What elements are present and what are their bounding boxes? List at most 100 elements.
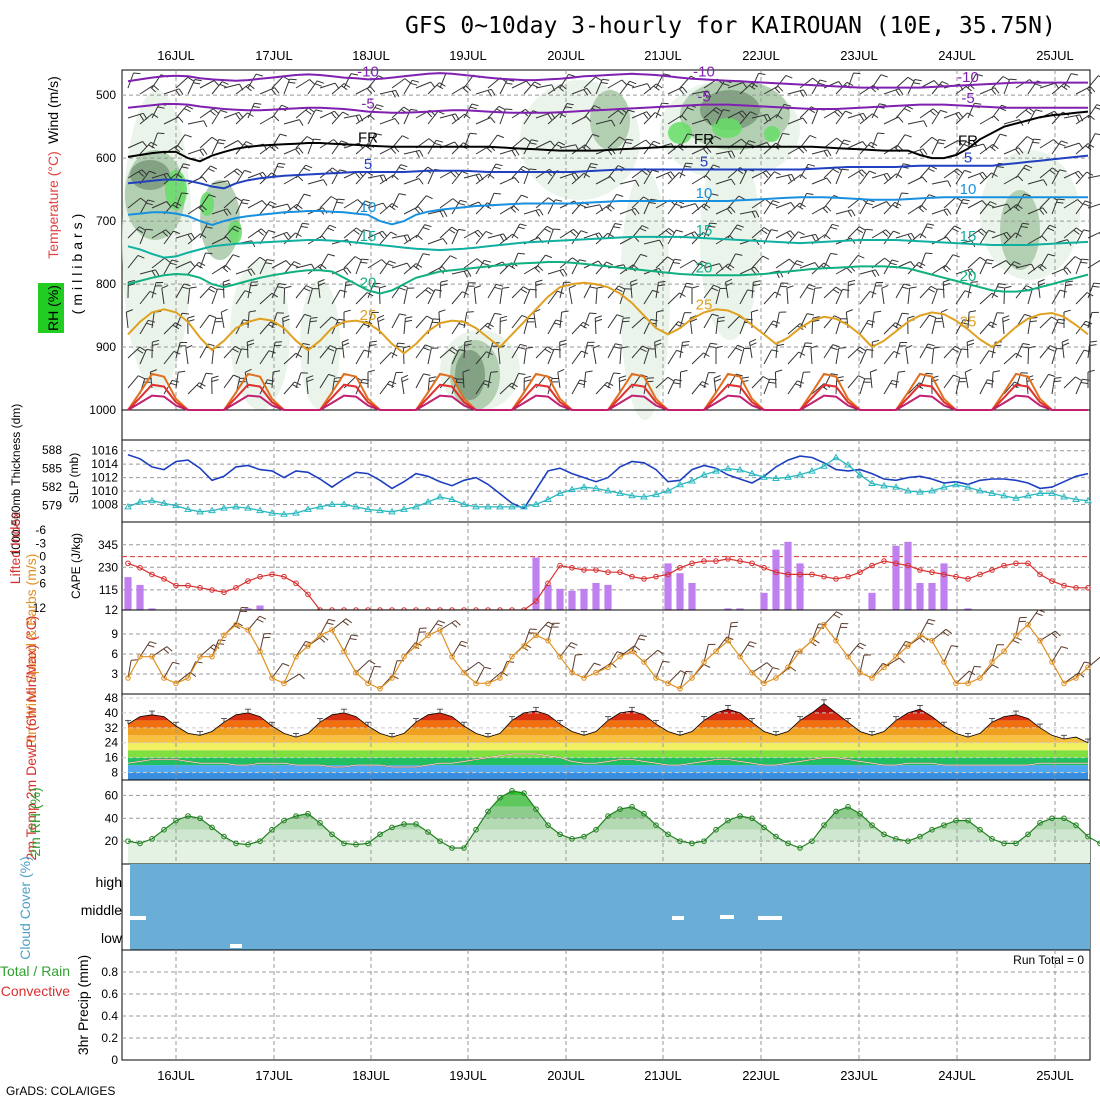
- wind-barb-flag: [737, 224, 744, 228]
- wind-barb: [883, 351, 895, 365]
- wind-barb-flag: [373, 282, 381, 285]
- wind-barb-flag: [717, 320, 725, 323]
- thickness-point: [628, 491, 636, 499]
- wind-barb-flag: [497, 134, 505, 139]
- wind-barb: [547, 319, 557, 335]
- wind-barb: [823, 611, 837, 626]
- wind-barb-flag: [422, 253, 430, 256]
- wind-barb-flag: [510, 207, 517, 213]
- wind-speed-point: [329, 627, 335, 633]
- lifted-index-point: [833, 576, 839, 582]
- wind-barb-flag: [830, 373, 838, 376]
- wind-barb: [331, 348, 337, 365]
- wind-barb-flag: [794, 263, 802, 267]
- wind-barb-flag: [977, 230, 984, 236]
- wind-barb: [161, 288, 165, 305]
- wind-barb-flag: [282, 318, 290, 323]
- wind-barb-flag: [580, 230, 588, 234]
- wind-speed-point: [809, 637, 815, 644]
- wind-barb: [919, 108, 934, 119]
- wind-barb-flag: [291, 263, 299, 268]
- wind-barb-flag: [715, 345, 723, 349]
- thickness-point: [1012, 494, 1020, 501]
- wind-barb-flag: [678, 88, 685, 95]
- wind-barb: [703, 343, 711, 359]
- rh2m-point: [485, 808, 491, 815]
- wind-barb: [259, 143, 274, 155]
- wind-barb: [547, 199, 556, 215]
- wind-barb: [307, 109, 316, 125]
- wind-barb: [571, 259, 580, 275]
- wind-barb-flag: [1012, 639, 1020, 644]
- wind-barb: [799, 77, 813, 89]
- wind-barb: [211, 288, 218, 305]
- wind-barb-flag: [714, 135, 722, 140]
- wind-barb-flag: [653, 140, 661, 145]
- wind-barb: [199, 252, 206, 269]
- wind-barb-flag: [391, 203, 399, 208]
- wind-barb: [703, 284, 714, 299]
- wind-barb-flag: [303, 644, 311, 648]
- wind-barb-flag: [329, 224, 337, 229]
- wind-barb: [643, 83, 657, 95]
- rh-shade-area: [228, 220, 242, 244]
- wind-barb: [691, 175, 706, 185]
- wind-barb: [1003, 175, 1019, 185]
- wind-barb-flag: [345, 284, 353, 287]
- lifted-index-point: [689, 560, 695, 567]
- precip-ticks: 00.20.40.60.8: [101, 965, 118, 1067]
- thickness-point: [832, 453, 840, 461]
- wind-barb: [151, 282, 157, 299]
- wind-barb-flag: [140, 197, 147, 203]
- wind-barb-flag: [1094, 133, 1100, 136]
- wind-barb-flag: [493, 166, 501, 170]
- wind-barb-flag: [762, 255, 770, 260]
- wind-barb: [355, 200, 366, 215]
- cape-bar: [136, 584, 144, 610]
- wind-barb-flag: [559, 343, 567, 346]
- wind-barb-flag: [1065, 280, 1073, 283]
- day-label-bottom: 20JUL: [547, 1068, 585, 1083]
- wind-speed-point: [1025, 621, 1031, 628]
- wind-barb: [667, 115, 682, 125]
- wind-barb-flag: [487, 322, 494, 328]
- wind-barb-flag: [693, 259, 700, 266]
- thickness-point: [1000, 491, 1008, 499]
- wind-barb-flag: [986, 259, 994, 262]
- lifted-index-point: [1073, 584, 1079, 591]
- wind-barb-flag: [971, 281, 979, 283]
- wind-barb-flag: [838, 347, 846, 349]
- wind-barb: [127, 660, 132, 679]
- thickness-point: [328, 500, 336, 507]
- wind-barb: [715, 178, 732, 185]
- wind-barb-flag: [672, 262, 680, 264]
- wind-barb-flag: [1056, 322, 1064, 324]
- rh2m-point: [869, 822, 875, 828]
- isotherm-5: [127, 154, 1089, 190]
- wind-barb-flag: [315, 109, 323, 112]
- wind-barb-flag: [490, 117, 496, 124]
- wind-barb-flag: [735, 347, 743, 352]
- wind-barb-flag: [306, 375, 314, 379]
- wind-barb-flag: [861, 169, 868, 175]
- wind-barb-flag: [674, 258, 682, 261]
- rh2m-point: [245, 841, 251, 848]
- wind-barb-flag: [172, 204, 179, 209]
- wind-barb-flag: [438, 620, 446, 624]
- wind-barb-flag: [128, 283, 136, 286]
- y-tick-label: 6: [111, 647, 118, 661]
- wind-barb-flag: [436, 139, 444, 143]
- thickness-point: [1024, 491, 1032, 499]
- wind-barb: [151, 132, 158, 149]
- wind-barb: [1087, 175, 1100, 179]
- wind-barb-flag: [149, 170, 157, 175]
- wind-barb-flag: [749, 338, 757, 343]
- wind-barb: [367, 75, 379, 89]
- wind-barb-flag: [879, 103, 887, 106]
- rh2m-point: [125, 838, 131, 844]
- wind-barb: [739, 82, 753, 95]
- wind-barb: [895, 76, 909, 89]
- y-tick-label: 600: [96, 151, 116, 165]
- thickness-point: [556, 489, 564, 496]
- wind-barb-flag: [317, 80, 324, 84]
